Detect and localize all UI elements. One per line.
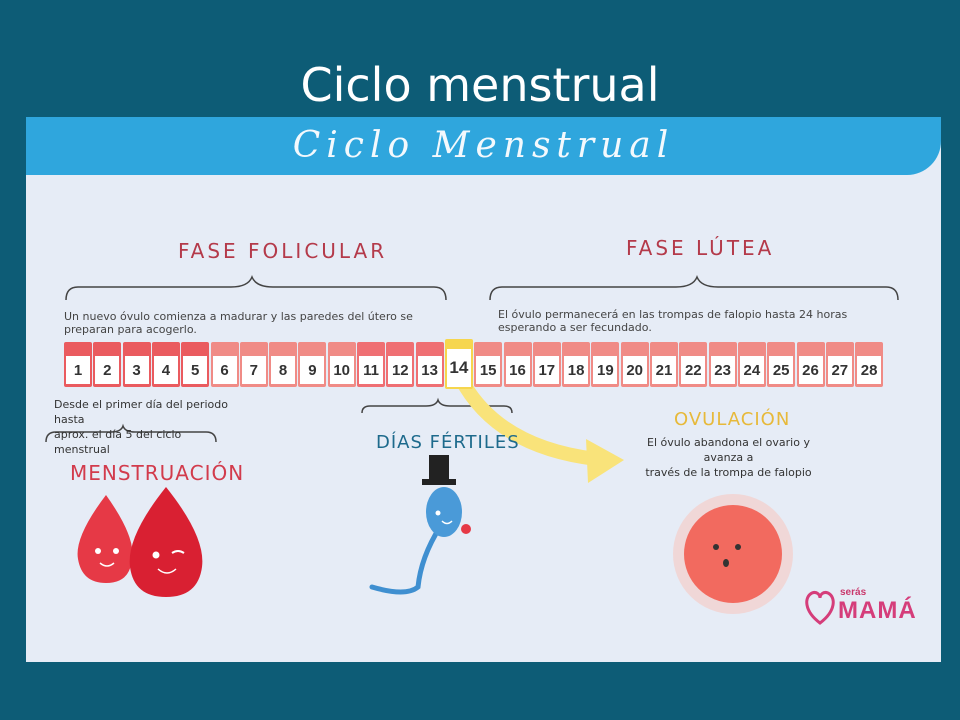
day-number: 8 — [271, 356, 296, 384]
day-number: 12 — [388, 356, 413, 384]
day-cell-28: 28 — [855, 342, 884, 387]
day-cell-11: 11 — [357, 342, 385, 387]
phase-luteal-title: FASE LÚTEA — [626, 236, 775, 260]
day-number: 6 — [212, 356, 237, 384]
day-cell-25: 25 — [767, 342, 796, 387]
menstruation-label: MENSTRUACIÓN — [70, 461, 245, 485]
day-number: 1 — [66, 356, 90, 384]
decorations — [45, 274, 899, 614]
menstruation-note-line1: Desde el primer día del periodo hasta — [54, 398, 228, 426]
ovulation-note: El óvulo abandona el ovario y avanza a t… — [636, 435, 821, 480]
day-cell-8: 8 — [269, 342, 298, 387]
blood-drop-right — [129, 487, 203, 597]
phase-follicular-title: FASE FOLICULAR — [178, 239, 388, 263]
day-cell-15: 15 — [474, 342, 503, 387]
day-cell-9: 9 — [298, 342, 327, 387]
day-cell-24: 24 — [737, 342, 766, 387]
day-number: 26 — [798, 356, 823, 384]
day-cell-14: 14 — [444, 339, 473, 389]
day-cell-20: 20 — [620, 342, 649, 387]
day-number: 27 — [827, 356, 852, 384]
day-number: 15 — [476, 356, 501, 384]
phase-follicular-description: Un nuevo óvulo comienza a madurar y las … — [64, 310, 413, 336]
banner: Ciclo Menstrual — [26, 117, 941, 175]
day-cell-17: 17 — [532, 342, 561, 387]
day-number: 14 — [446, 349, 471, 387]
brace-luteal — [489, 274, 899, 301]
day-cell-26: 26 — [796, 342, 825, 387]
day-number: 24 — [739, 356, 764, 384]
day-number: 25 — [769, 356, 794, 384]
day-cell-27: 27 — [825, 342, 854, 387]
day-cell-23: 23 — [708, 342, 737, 387]
day-number: 18 — [564, 356, 589, 384]
ovum — [673, 494, 793, 614]
blood-drop-left — [77, 495, 133, 583]
day-number: 2 — [95, 356, 120, 384]
day-number: 19 — [593, 356, 618, 384]
day-number: 7 — [241, 356, 266, 384]
day-number: 21 — [652, 356, 676, 384]
day-cell-16: 16 — [503, 342, 532, 387]
day-number: 20 — [622, 356, 647, 384]
day-number: 16 — [505, 356, 530, 384]
day-number: 5 — [183, 356, 208, 384]
sperm-character — [369, 455, 471, 595]
day-cell-10: 10 — [327, 342, 356, 387]
day-cell-12: 12 — [386, 342, 415, 387]
day-cell-2: 2 — [93, 342, 122, 387]
ovulation-label: OVULACIÓN — [674, 409, 791, 430]
day-cell-4: 4 — [151, 342, 180, 387]
brace-fertile — [361, 397, 513, 414]
ovulation-note-line2: través de la trompa de falopio — [645, 466, 812, 479]
infographic-card: Ciclo Menstrual FASE FOLICULAR FASE LÚTE… — [26, 117, 941, 662]
day-number: 23 — [710, 356, 735, 384]
day-number: 9 — [300, 356, 325, 384]
day-number: 4 — [153, 356, 178, 384]
day-number: 22 — [681, 356, 706, 384]
day-cell-6: 6 — [210, 342, 239, 387]
day-number: 28 — [857, 356, 882, 384]
day-cell-19: 19 — [591, 342, 620, 387]
day-cell-1: 1 — [64, 342, 92, 387]
ovulation-arrow-head — [586, 439, 624, 483]
day-cell-5: 5 — [181, 342, 210, 387]
logo-big-text: MAMÁ — [838, 597, 917, 624]
ovulation-arrow — [453, 370, 603, 466]
heart-icon — [805, 591, 835, 625]
day-cell-18: 18 — [562, 342, 591, 387]
day-number: 3 — [124, 356, 149, 384]
day-cell-7: 7 — [239, 342, 268, 387]
day-number: 11 — [359, 356, 383, 384]
seras-mama-logo: serás MAMÁ — [802, 587, 922, 632]
day-number: 17 — [534, 356, 559, 384]
day-cell-21: 21 — [650, 342, 678, 387]
day-cell-22: 22 — [679, 342, 708, 387]
phase-luteal-description: El óvulo permanecerá en las trompas de f… — [498, 308, 848, 334]
day-cell-3: 3 — [122, 342, 151, 387]
brace-follicular — [65, 274, 447, 301]
banner-title: Ciclo Menstrual — [292, 125, 675, 166]
ovulation-note-line1: El óvulo abandona el ovario y avanza a — [647, 436, 810, 464]
day-cell-13: 13 — [415, 342, 444, 387]
menstruation-note: Desde el primer día del periodo hasta ap… — [54, 397, 234, 457]
day-number: 13 — [417, 356, 442, 384]
menstruation-note-line2: aprox. el día 5 del ciclo menstrual — [54, 428, 182, 456]
slide-title: Ciclo menstrual — [300, 58, 660, 112]
logo-small-text: serás — [840, 587, 867, 598]
fertile-days-label: DÍAS FÉRTILES — [376, 432, 520, 453]
brace-menstruation — [45, 423, 217, 443]
day-number: 10 — [329, 356, 354, 384]
